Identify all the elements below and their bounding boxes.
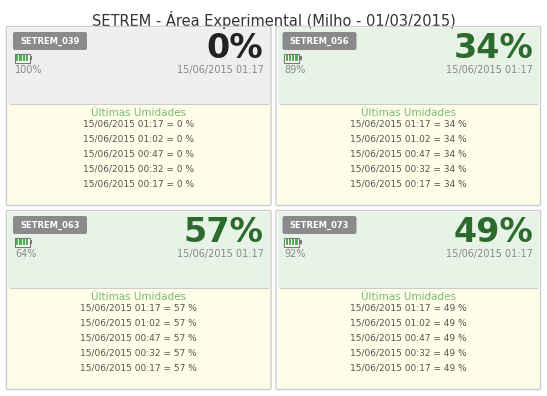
Text: SETREM_056: SETREM_056 bbox=[290, 36, 350, 46]
Bar bbox=[295, 55, 298, 61]
Bar bbox=[277, 28, 539, 104]
Text: SETREM_039: SETREM_039 bbox=[20, 36, 80, 46]
Text: 15/06/2015 00:47 = 34 %: 15/06/2015 00:47 = 34 % bbox=[350, 150, 467, 159]
Bar bbox=[289, 239, 291, 245]
Bar bbox=[277, 212, 539, 287]
Text: 100%: 100% bbox=[15, 65, 43, 75]
Text: SETREM_063: SETREM_063 bbox=[20, 221, 80, 230]
Text: 92%: 92% bbox=[284, 249, 306, 259]
Text: 89%: 89% bbox=[284, 65, 306, 75]
Bar bbox=[277, 287, 539, 388]
Text: 15/06/2015 00:17 = 49 %: 15/06/2015 00:17 = 49 % bbox=[350, 364, 467, 373]
Text: 34%: 34% bbox=[453, 32, 533, 65]
Text: 15/06/2015 01:17: 15/06/2015 01:17 bbox=[177, 65, 264, 75]
Text: 15/06/2015 00:32 = 57 %: 15/06/2015 00:32 = 57 % bbox=[80, 348, 197, 358]
Bar bbox=[289, 55, 291, 61]
Bar bbox=[15, 238, 30, 246]
Bar bbox=[16, 55, 18, 61]
Bar bbox=[30, 56, 32, 59]
Text: 15/06/2015 01:17: 15/06/2015 01:17 bbox=[177, 249, 264, 259]
Text: 15/06/2015 01:17 = 0 %: 15/06/2015 01:17 = 0 % bbox=[83, 120, 194, 129]
Bar bbox=[292, 55, 294, 61]
Text: 15/06/2015 00:32 = 34 %: 15/06/2015 00:32 = 34 % bbox=[350, 165, 467, 173]
Bar bbox=[8, 104, 270, 204]
Bar bbox=[286, 55, 288, 61]
Text: 15/06/2015 01:17 = 49 %: 15/06/2015 01:17 = 49 % bbox=[350, 304, 467, 313]
Text: SETREM - Área Experimental (Milho - 01/03/2015): SETREM - Área Experimental (Milho - 01/0… bbox=[92, 11, 455, 29]
FancyBboxPatch shape bbox=[282, 32, 357, 50]
Text: 15/06/2015 01:02 = 49 %: 15/06/2015 01:02 = 49 % bbox=[350, 319, 467, 327]
Text: 15/06/2015 00:32 = 49 %: 15/06/2015 00:32 = 49 % bbox=[350, 348, 467, 358]
Bar bbox=[277, 104, 539, 204]
Bar bbox=[15, 53, 30, 63]
Bar bbox=[8, 287, 270, 388]
Bar bbox=[299, 240, 301, 244]
Text: 15/06/2015 00:17 = 0 %: 15/06/2015 00:17 = 0 % bbox=[83, 179, 194, 188]
Text: 57%: 57% bbox=[184, 216, 264, 249]
FancyBboxPatch shape bbox=[13, 216, 87, 234]
FancyBboxPatch shape bbox=[282, 216, 357, 234]
Bar bbox=[8, 212, 270, 287]
Text: 15/06/2015 01:02 = 0 %: 15/06/2015 01:02 = 0 % bbox=[83, 135, 194, 144]
Text: 0%: 0% bbox=[207, 32, 264, 65]
Bar bbox=[19, 239, 21, 245]
Bar bbox=[292, 239, 294, 245]
Bar bbox=[30, 240, 32, 244]
Bar bbox=[284, 238, 299, 246]
FancyBboxPatch shape bbox=[13, 32, 87, 50]
Bar bbox=[295, 239, 298, 245]
Text: Últimas Umidades: Últimas Umidades bbox=[361, 108, 456, 118]
Bar bbox=[16, 239, 18, 245]
Text: 15/06/2015 00:17 = 57 %: 15/06/2015 00:17 = 57 % bbox=[80, 364, 197, 373]
Text: 15/06/2015 00:47 = 57 %: 15/06/2015 00:47 = 57 % bbox=[80, 333, 197, 343]
Text: 15/06/2015 01:02 = 34 %: 15/06/2015 01:02 = 34 % bbox=[350, 135, 467, 144]
Text: Últimas Umidades: Últimas Umidades bbox=[91, 108, 186, 118]
Text: 15/06/2015 01:17: 15/06/2015 01:17 bbox=[446, 249, 533, 259]
Bar bbox=[286, 239, 288, 245]
Bar bbox=[284, 53, 299, 63]
Text: 49%: 49% bbox=[453, 216, 533, 249]
Bar bbox=[19, 55, 21, 61]
Text: 15/06/2015 01:17: 15/06/2015 01:17 bbox=[446, 65, 533, 75]
Bar bbox=[299, 56, 301, 59]
Text: 15/06/2015 00:17 = 34 %: 15/06/2015 00:17 = 34 % bbox=[350, 179, 467, 188]
Text: Últimas Umidades: Últimas Umidades bbox=[361, 292, 456, 302]
Text: 15/06/2015 01:17 = 57 %: 15/06/2015 01:17 = 57 % bbox=[80, 304, 197, 313]
Text: 15/06/2015 00:32 = 0 %: 15/06/2015 00:32 = 0 % bbox=[83, 165, 194, 173]
Bar bbox=[22, 239, 25, 245]
Text: SETREM_073: SETREM_073 bbox=[290, 221, 349, 230]
Bar bbox=[26, 55, 28, 61]
Text: 15/06/2015 01:17 = 34 %: 15/06/2015 01:17 = 34 % bbox=[350, 120, 467, 129]
Bar bbox=[26, 239, 28, 245]
Text: Últimas Umidades: Últimas Umidades bbox=[91, 292, 186, 302]
Text: 64%: 64% bbox=[15, 249, 36, 259]
Bar bbox=[22, 55, 25, 61]
Text: 15/06/2015 00:47 = 0 %: 15/06/2015 00:47 = 0 % bbox=[83, 150, 194, 159]
Text: 15/06/2015 01:02 = 57 %: 15/06/2015 01:02 = 57 % bbox=[80, 319, 197, 327]
Text: 15/06/2015 00:47 = 49 %: 15/06/2015 00:47 = 49 % bbox=[350, 333, 467, 343]
Bar bbox=[8, 28, 270, 104]
